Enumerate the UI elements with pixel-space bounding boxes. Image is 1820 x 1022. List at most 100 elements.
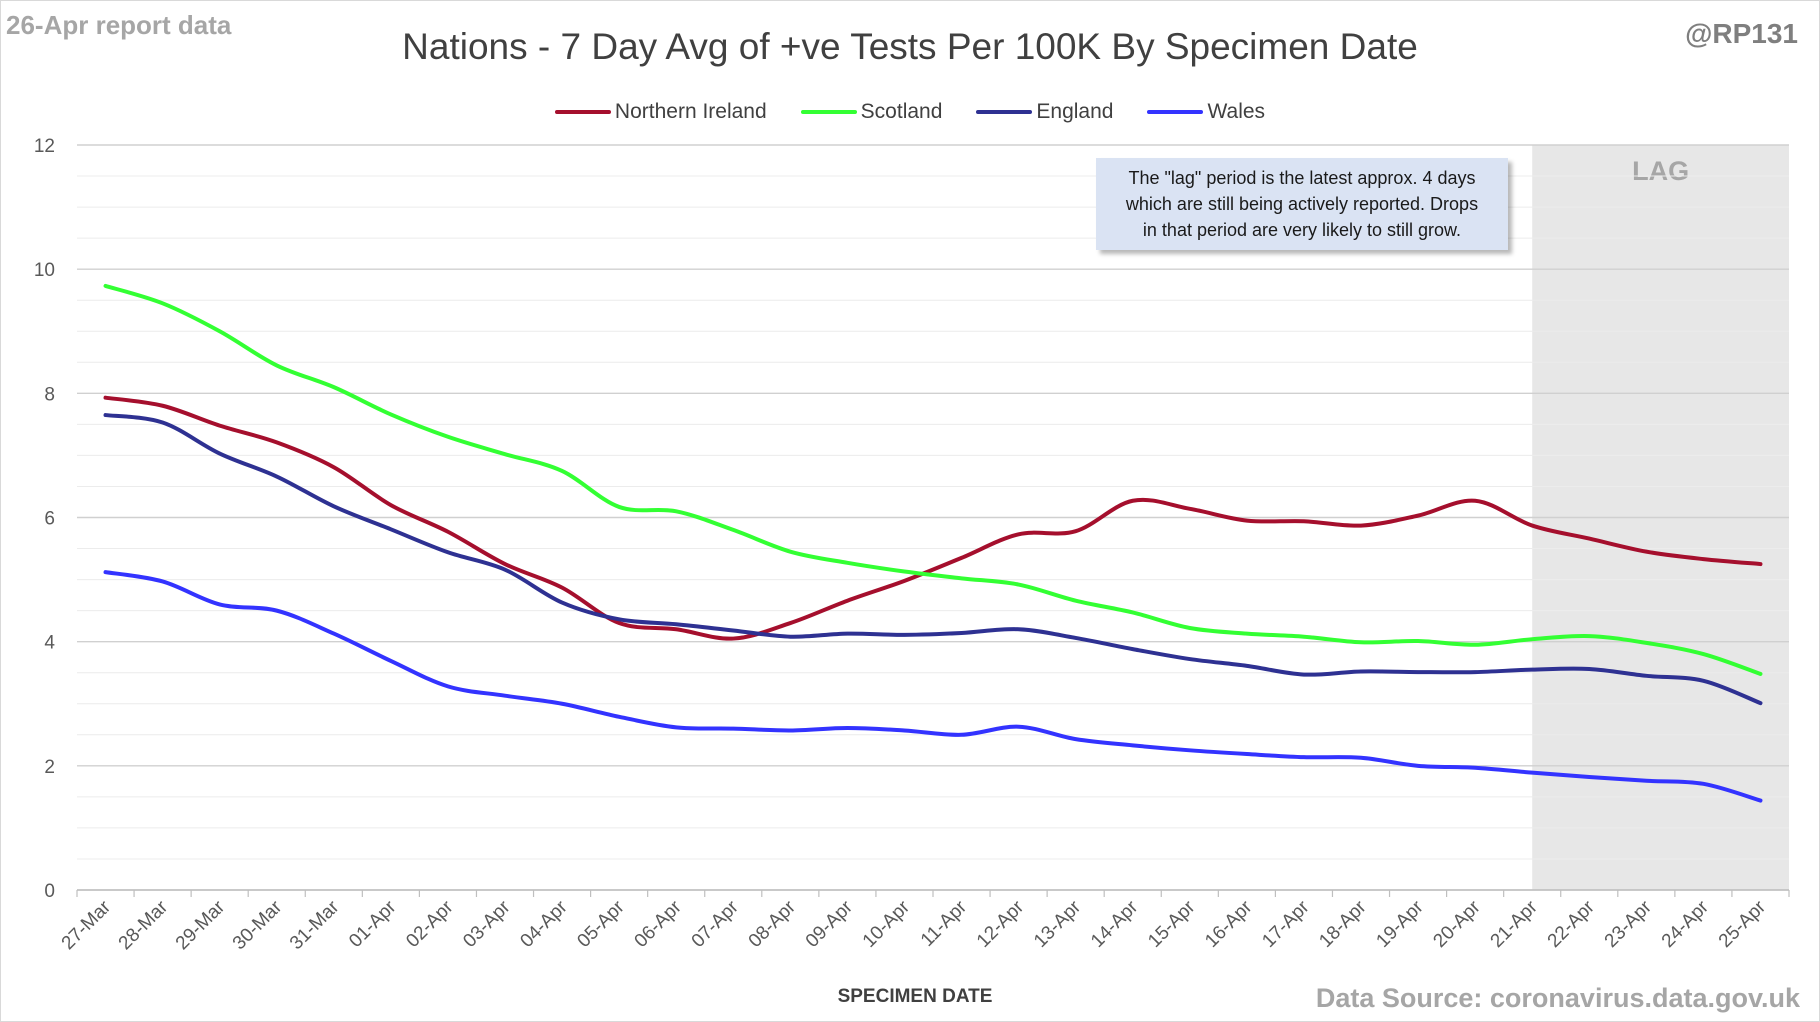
data-point-northern-ireland xyxy=(275,440,279,444)
data-point-scotland xyxy=(902,570,906,574)
x-tick-label: 13-Apr xyxy=(1030,896,1086,952)
x-tick-label: 21-Apr xyxy=(1487,896,1543,952)
data-point-scotland xyxy=(275,363,279,367)
data-point-northern-ireland xyxy=(218,424,222,428)
data-point-england xyxy=(104,413,108,417)
data-point-wales xyxy=(845,726,849,730)
x-tick-label: 15-Apr xyxy=(1144,896,1200,952)
data-point-england xyxy=(332,504,336,508)
x-tick-label: 27-Mar xyxy=(58,896,116,954)
data-point-wales xyxy=(1530,771,1534,775)
data-point-wales xyxy=(1245,752,1249,756)
legend-label-england: England xyxy=(1036,100,1114,123)
legend-item-scotland: Scotland xyxy=(800,100,942,124)
data-point-wales xyxy=(1131,743,1135,747)
data-point-northern-ireland xyxy=(1359,524,1363,528)
y-tick-label: 12 xyxy=(34,136,55,157)
data-point-scotland xyxy=(1131,610,1135,614)
x-tick-label: 19-Apr xyxy=(1372,896,1428,952)
x-tick-label: 18-Apr xyxy=(1315,896,1371,952)
data-point-wales xyxy=(674,725,678,729)
data-point-england xyxy=(503,568,507,572)
data-point-wales xyxy=(731,727,735,731)
data-point-scotland xyxy=(731,528,735,532)
data-point-wales xyxy=(1359,756,1363,760)
x-tick-label: 05-Apr xyxy=(573,896,629,952)
y-tick-label: 0 xyxy=(44,881,55,902)
data-point-scotland xyxy=(1644,641,1648,645)
data-point-wales xyxy=(902,728,906,732)
legend-item-northern-ireland: Northern Ireland xyxy=(554,100,767,124)
x-tick-label: 16-Apr xyxy=(1201,896,1257,952)
x-tick-label: 02-Apr xyxy=(402,896,458,952)
data-point-northern-ireland xyxy=(503,562,507,566)
data-point-scotland xyxy=(1758,672,1762,676)
data-point-northern-ireland xyxy=(104,396,108,400)
x-tick-label: 14-Apr xyxy=(1087,896,1143,952)
series-line-northern-ireland xyxy=(103,395,1763,641)
data-point-northern-ireland xyxy=(902,579,906,583)
data-point-wales xyxy=(161,579,165,583)
x-tick-label: 17-Apr xyxy=(1258,896,1314,952)
x-tick-label: 25-Apr xyxy=(1715,896,1771,952)
data-point-northern-ireland xyxy=(788,621,792,625)
data-point-england xyxy=(1245,664,1249,668)
data-point-wales xyxy=(1587,775,1591,779)
lag-region-label: LAG xyxy=(1632,156,1689,186)
x-tick-label: 23-Apr xyxy=(1601,896,1657,952)
data-point-england xyxy=(1359,669,1363,673)
data-point-northern-ireland xyxy=(731,637,735,641)
data-point-england xyxy=(1758,701,1762,705)
data-point-scotland xyxy=(1245,632,1249,636)
data-point-wales xyxy=(560,702,564,706)
data-point-wales xyxy=(1074,737,1078,741)
y-tick-label: 4 xyxy=(44,633,55,654)
data-point-northern-ireland xyxy=(674,627,678,631)
data-point-wales xyxy=(1644,779,1648,783)
data-point-northern-ireland xyxy=(845,599,849,603)
data-point-scotland xyxy=(1359,640,1363,644)
data-point-england xyxy=(446,550,450,554)
data-point-scotland xyxy=(332,385,336,389)
lag-explanation-note: The "lag" period is the latest approx. 4… xyxy=(1096,158,1508,250)
series-line-wales xyxy=(103,570,1763,803)
data-point-scotland xyxy=(788,550,792,554)
x-tick-label: 07-Apr xyxy=(688,896,744,952)
data-point-northern-ireland xyxy=(560,586,564,590)
data-point-scotland xyxy=(1473,643,1477,647)
data-point-england xyxy=(1416,670,1420,674)
data-point-northern-ireland xyxy=(161,404,165,408)
x-tick-label: 22-Apr xyxy=(1544,896,1600,952)
note-line: The "lag" period is the latest approx. 4… xyxy=(1128,168,1476,188)
data-point-scotland xyxy=(389,412,393,416)
legend-swatch-scotland xyxy=(800,110,857,114)
data-point-scotland xyxy=(104,284,108,288)
data-point-scotland xyxy=(1302,635,1306,639)
data-point-scotland xyxy=(960,576,964,580)
data-point-england xyxy=(788,635,792,639)
data-point-england xyxy=(1188,657,1192,661)
x-tick-label: 31-Mar xyxy=(286,896,344,954)
data-point-northern-ireland xyxy=(1530,524,1534,528)
data-point-scotland xyxy=(1416,639,1420,643)
data-point-northern-ireland xyxy=(960,556,964,560)
data-point-england xyxy=(1017,627,1021,631)
x-tick-label: 10-Apr xyxy=(859,896,915,952)
data-point-wales xyxy=(503,694,507,698)
data-point-scotland xyxy=(845,561,849,565)
report-date-label: 26-Apr report data xyxy=(6,10,232,40)
data-point-england xyxy=(1473,670,1477,674)
data-point-wales xyxy=(1416,764,1420,768)
chart-title: Nations - 7 Day Avg of +ve Tests Per 100… xyxy=(402,26,1418,67)
data-point-northern-ireland xyxy=(1302,519,1306,523)
data-point-wales xyxy=(104,570,108,574)
x-tick-label: 09-Apr xyxy=(802,896,858,952)
data-point-northern-ireland xyxy=(1074,529,1078,533)
data-point-northern-ireland xyxy=(1758,562,1762,566)
data-point-england xyxy=(1587,667,1591,671)
x-tick-label: 01-Apr xyxy=(345,896,401,952)
data-point-england xyxy=(1644,674,1648,678)
data-point-wales xyxy=(1188,748,1192,752)
data-point-northern-ireland xyxy=(1245,519,1249,523)
